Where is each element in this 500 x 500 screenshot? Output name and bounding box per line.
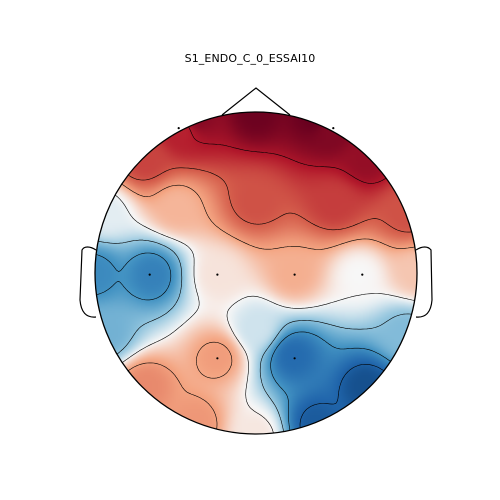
nose-outline: [221, 87, 291, 116]
sensor-point: [216, 273, 219, 276]
sensor-markers: [148, 127, 364, 360]
sensor-point: [361, 273, 364, 276]
sensor-point: [148, 273, 151, 276]
sensor-point: [216, 357, 219, 360]
heatmap-surface: [95, 112, 417, 434]
left-ear-outline: [79, 246, 97, 318]
sensor-point: [293, 357, 296, 360]
right-ear-outline: [415, 246, 433, 318]
sensor-point: [332, 127, 335, 130]
sensor-point: [177, 127, 180, 130]
head-circle: [94, 111, 418, 435]
head-outline: [79, 87, 433, 318]
chart-title: S1_ENDO_C_0_ESSAI10: [184, 52, 316, 65]
sensor-point: [293, 273, 296, 276]
